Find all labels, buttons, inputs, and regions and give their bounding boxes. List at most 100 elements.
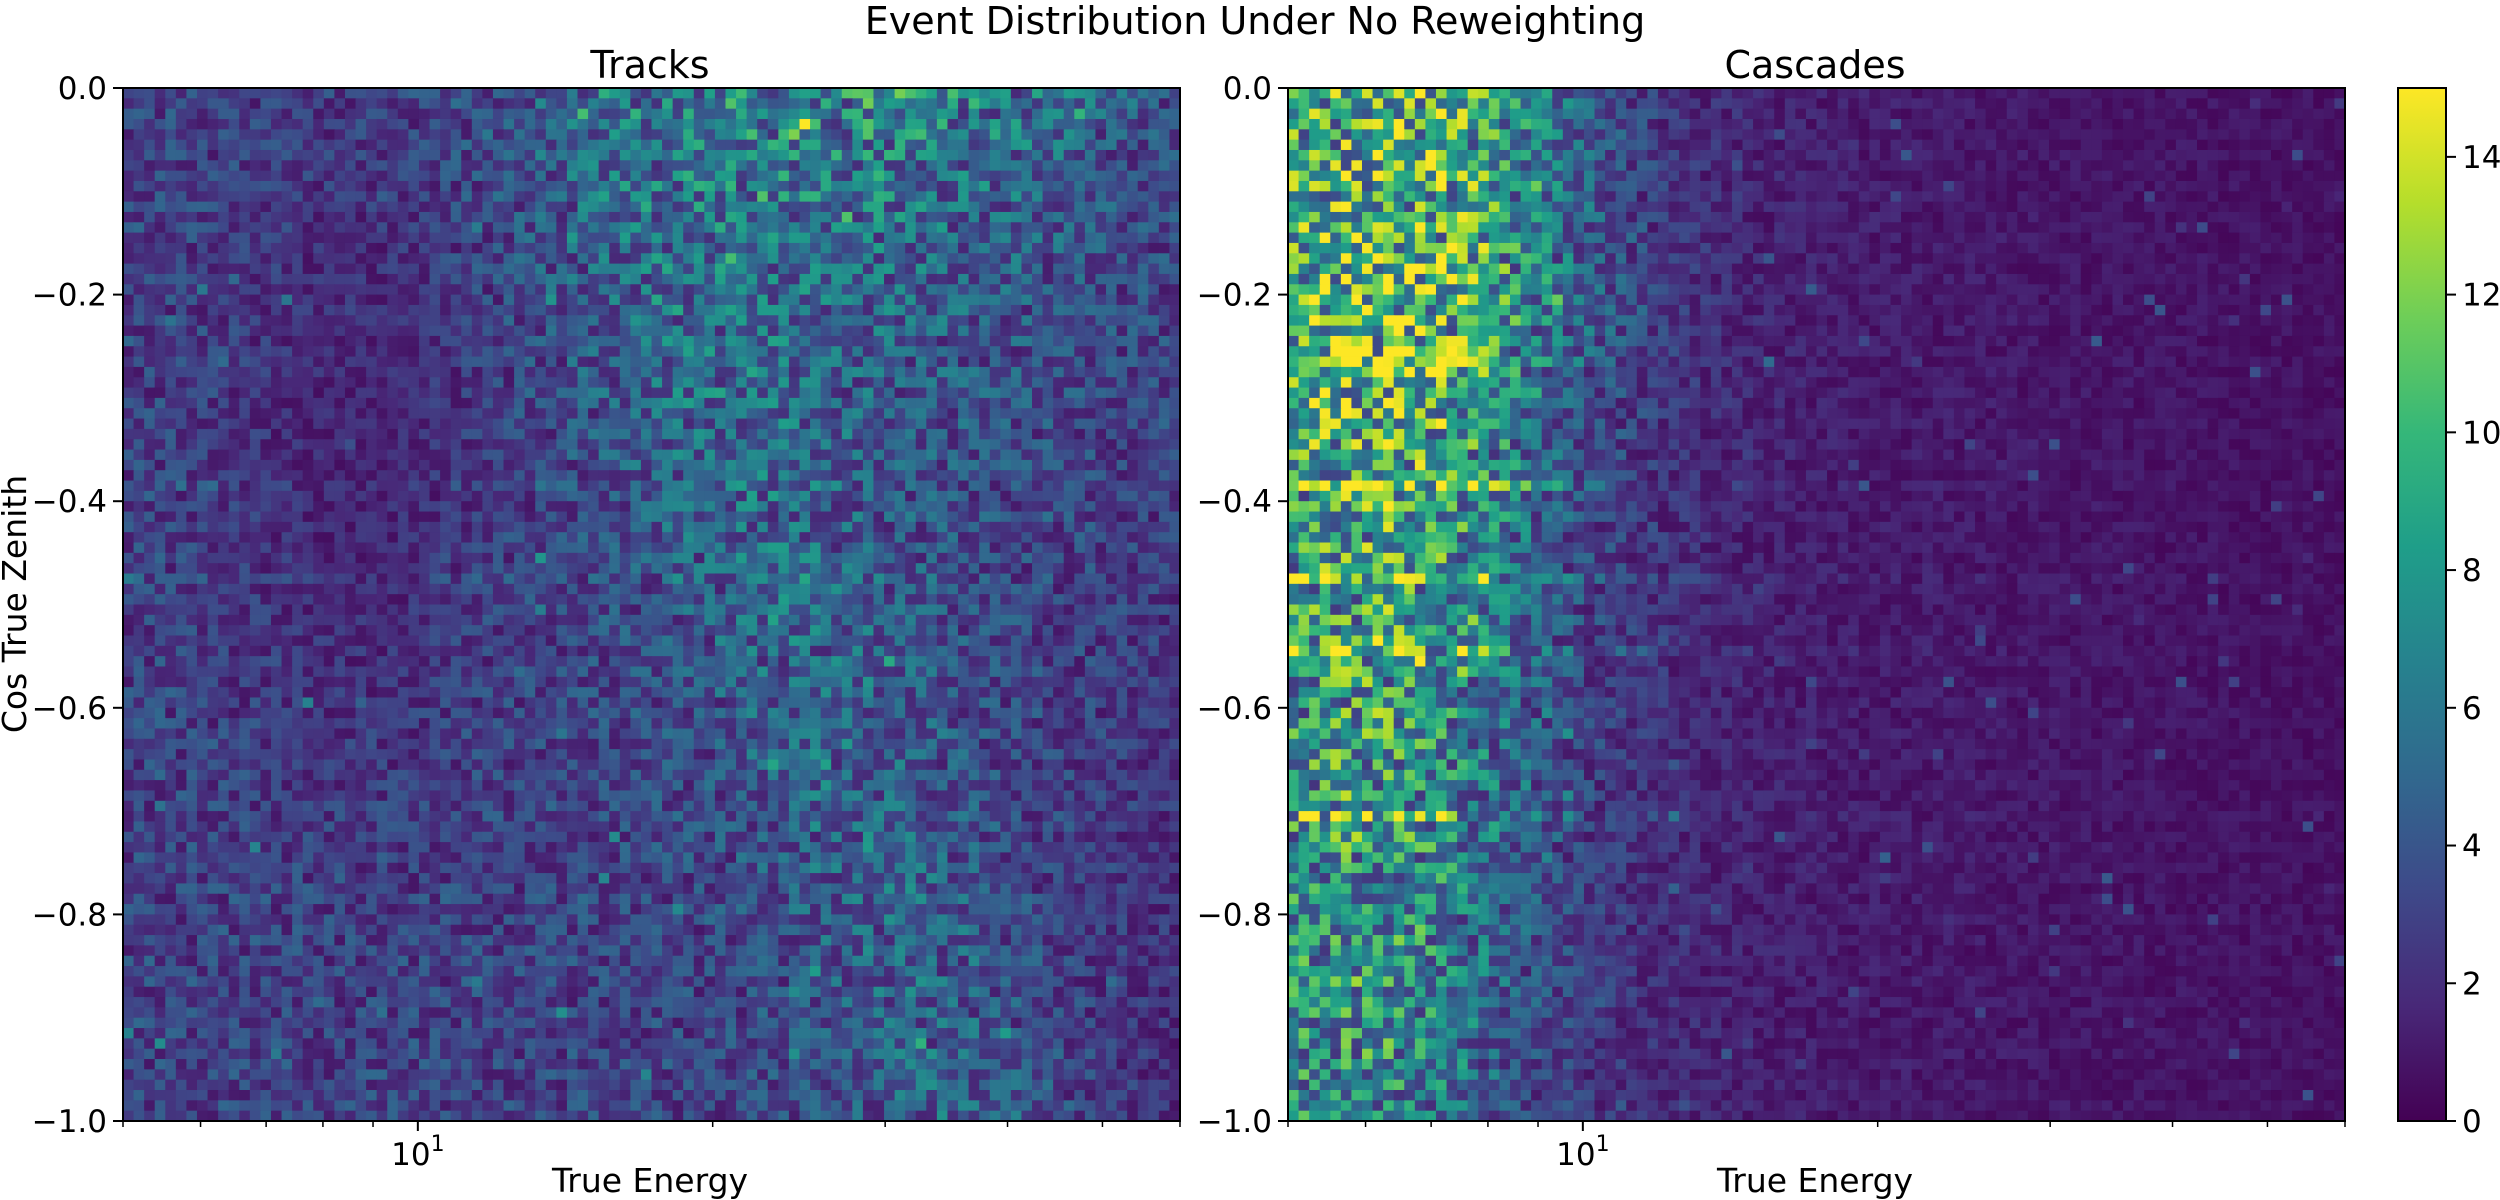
heatmap-cell: [577, 222, 589, 234]
heatmap-cell: [968, 521, 980, 533]
heatmap-cell: [1148, 129, 1160, 141]
heatmap-cell: [366, 439, 378, 451]
heatmap-cell: [1000, 449, 1012, 461]
heatmap-cell: [609, 552, 621, 564]
heatmap-cell: [207, 88, 219, 99]
heatmap-cell: [218, 222, 230, 234]
heatmap-cell: [979, 180, 991, 192]
heatmap-cell: [820, 397, 832, 409]
heatmap-cell: [387, 273, 399, 285]
heatmap-cell: [1010, 170, 1023, 182]
heatmap-cell: [788, 428, 801, 440]
heatmap-cell: [736, 263, 748, 275]
heatmap-cell: [334, 263, 346, 275]
heatmap-cell: [778, 521, 790, 533]
heatmap-cell: [831, 573, 843, 585]
heatmap-cell: [609, 149, 621, 161]
heatmap-cell: [1084, 459, 1097, 471]
heatmap-cell: [894, 191, 906, 203]
heatmap-cell: [1021, 108, 1033, 120]
heatmap-cell: [323, 273, 335, 285]
heatmap-cell: [566, 552, 579, 564]
heatmap-cell: [799, 408, 811, 420]
heatmap-cell: [831, 346, 843, 358]
heatmap-cell: [820, 170, 832, 182]
heatmap-cell: [693, 511, 705, 523]
heatmap-cell: [683, 170, 695, 182]
heatmap-cell: [249, 98, 262, 110]
heatmap-cell: [1074, 170, 1086, 182]
heatmap-cell: [503, 449, 515, 461]
heatmap-cell: [440, 583, 452, 595]
heatmap-cell: [154, 563, 166, 575]
heatmap-cell: [862, 88, 875, 99]
heatmap-cell: [1148, 201, 1160, 213]
heatmap-cell: [1169, 470, 1181, 482]
heatmap-cell: [292, 366, 304, 378]
heatmap-cell: [1063, 449, 1075, 461]
heatmap-cell: [820, 583, 832, 595]
heatmap-cell: [841, 449, 853, 461]
heatmap-cell: [894, 552, 906, 564]
heatmap-cell: [281, 88, 293, 99]
heatmap-cell: [429, 325, 441, 337]
heatmap-cell: [746, 532, 758, 544]
heatmap-cell: [535, 490, 547, 502]
heatmap-cell: [609, 88, 621, 99]
heatmap-cell: [873, 335, 885, 347]
heatmap-cell: [461, 428, 473, 440]
heatmap-cell: [577, 573, 589, 585]
heatmap-cell: [503, 335, 515, 347]
heatmap-cell: [524, 439, 536, 451]
heatmap-cell: [683, 201, 695, 213]
heatmap-cell: [186, 594, 198, 606]
heatmap-cell: [1095, 253, 1107, 265]
heatmap-cell: [471, 253, 483, 265]
heatmap-cell: [640, 98, 653, 110]
heatmap-cell: [1158, 573, 1171, 585]
heatmap-cell: [1169, 335, 1181, 347]
heatmap-cell: [989, 387, 1001, 399]
heatmap-cell: [566, 180, 579, 192]
heatmap-cell: [387, 532, 399, 544]
heatmap-cell: [228, 170, 240, 182]
heatmap-cell: [133, 242, 145, 254]
heatmap-cell: [1148, 139, 1160, 151]
heatmap-cell: [598, 139, 610, 151]
heatmap-cell: [894, 583, 906, 595]
heatmap-cell: [154, 542, 166, 554]
heatmap-cell: [1148, 294, 1160, 306]
heatmap-cell: [514, 511, 526, 523]
heatmap-cell: [292, 129, 304, 141]
heatmap-cell: [292, 408, 304, 420]
heatmap-cell: [1042, 139, 1054, 151]
heatmap-cell: [260, 211, 272, 223]
heatmap-cell: [1148, 449, 1160, 461]
heatmap-cell: [1063, 222, 1075, 234]
heatmap-cell: [566, 573, 579, 585]
heatmap-cell: [545, 88, 557, 99]
heatmap-cell: [344, 191, 357, 203]
heatmap-cell: [831, 315, 843, 327]
heatmap-cell: [450, 418, 462, 430]
heatmap-cell: [894, 418, 906, 430]
heatmap-cell: [260, 366, 272, 378]
heatmap-cell: [841, 335, 853, 347]
heatmap-cell: [598, 511, 610, 523]
heatmap-cell: [133, 273, 145, 285]
heatmap-cell: [408, 552, 420, 564]
heatmap-cell: [376, 284, 388, 296]
heatmap-cell: [397, 201, 409, 213]
heatmap-cell: [640, 501, 653, 513]
heatmap-cell: [831, 304, 843, 316]
heatmap-cell: [535, 387, 547, 399]
heatmap-cell: [186, 98, 198, 110]
heatmap-cell: [165, 191, 177, 203]
heatmap-cell: [545, 563, 557, 575]
heatmap-cell: [894, 449, 906, 461]
heatmap-cell: [577, 449, 589, 461]
heatmap-cell: [820, 563, 832, 575]
heatmap-cell: [249, 501, 262, 513]
heatmap-cell: [440, 211, 452, 223]
heatmap-cell: [662, 335, 674, 347]
